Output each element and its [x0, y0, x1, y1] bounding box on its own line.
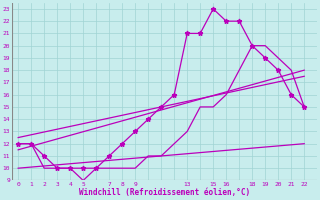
X-axis label: Windchill (Refroidissement éolien,°C): Windchill (Refroidissement éolien,°C)	[79, 188, 250, 197]
